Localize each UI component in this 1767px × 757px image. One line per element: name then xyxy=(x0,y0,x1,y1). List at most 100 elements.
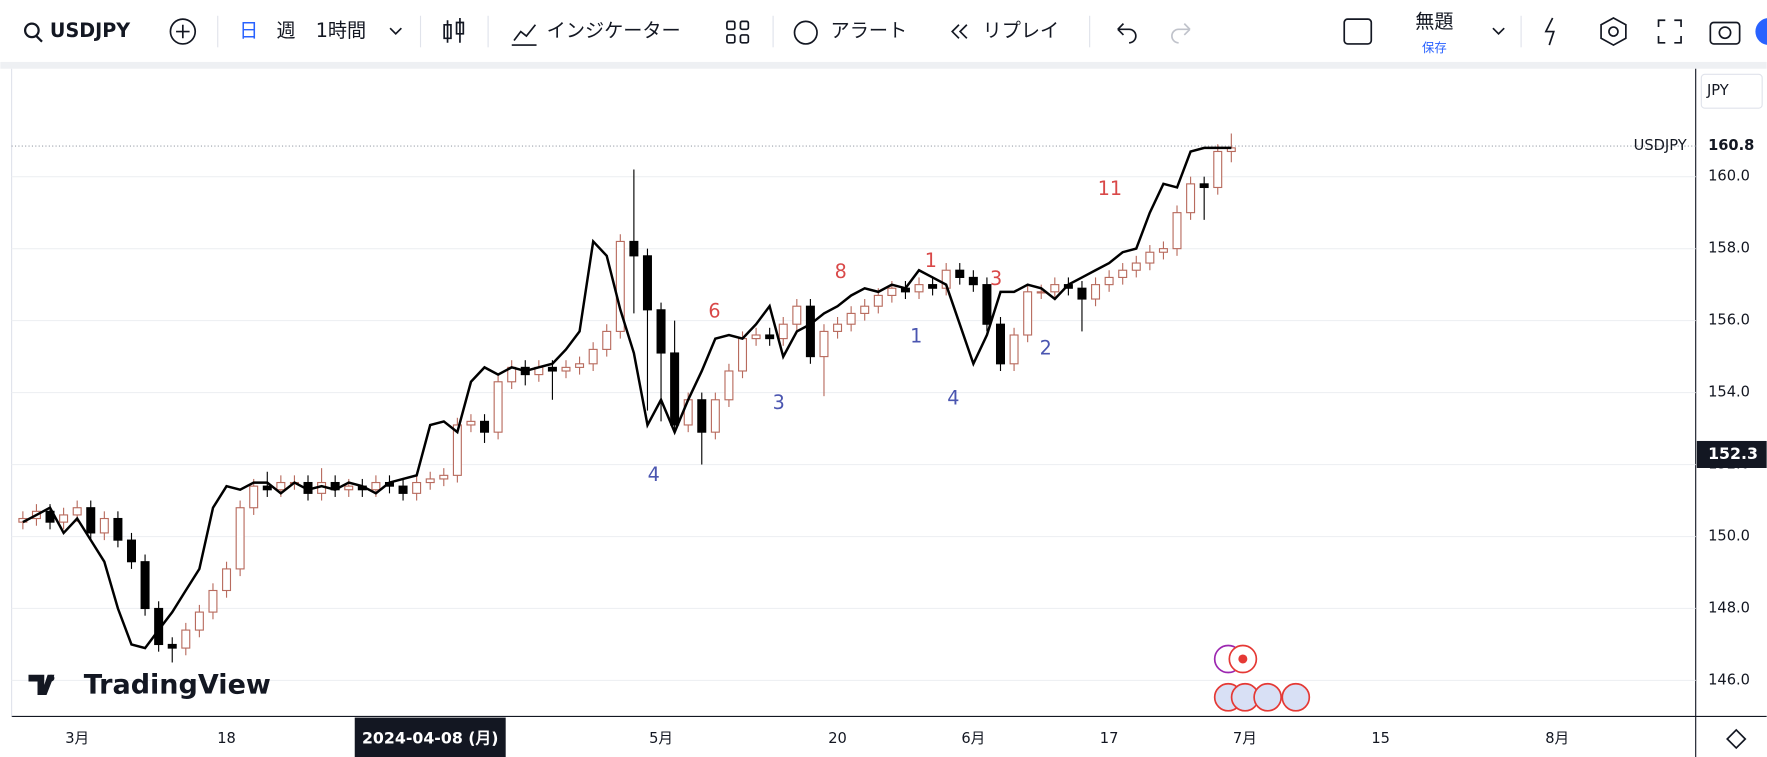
y-tick-label: 148.0 xyxy=(1708,599,1750,616)
candle-body xyxy=(493,381,503,433)
scale-settings[interactable] xyxy=(1726,728,1747,750)
candle-body xyxy=(249,485,259,509)
candle-body xyxy=(1077,287,1087,300)
candle-body xyxy=(1050,284,1060,293)
candle-body xyxy=(670,352,680,426)
indicators-button[interactable]: インジケーター xyxy=(547,19,681,42)
candle-body xyxy=(968,276,978,286)
search-icon[interactable] xyxy=(23,22,40,39)
candle-body xyxy=(1091,284,1101,300)
x-tick-label: 3月 xyxy=(65,730,89,747)
camera-lens xyxy=(1718,26,1732,40)
crosshair-x-badge xyxy=(354,717,506,757)
candle-body xyxy=(995,323,1006,365)
settings-button[interactable] xyxy=(1600,17,1627,47)
candle-body xyxy=(1213,150,1223,189)
layout-name[interactable]: 無題 xyxy=(1415,10,1453,33)
candle-body xyxy=(1199,183,1209,189)
logo-mark xyxy=(28,674,55,696)
alert-icon xyxy=(793,20,818,45)
candle-body xyxy=(262,485,272,491)
candle-body xyxy=(276,481,286,491)
y-tick-label: 150.0 xyxy=(1708,528,1750,545)
candle-body xyxy=(887,287,897,296)
candle-body xyxy=(439,474,449,480)
candle-body xyxy=(805,305,815,358)
candle-body xyxy=(126,539,136,563)
count-label: 4 xyxy=(947,386,959,409)
count-label: 1 xyxy=(910,324,922,347)
symbol-search[interactable]: USDJPY xyxy=(50,19,131,42)
save-label[interactable]: 保存 xyxy=(1422,40,1447,55)
undo-button[interactable] xyxy=(1117,23,1137,44)
x-tick-label: 6月 xyxy=(961,730,985,747)
candle-body xyxy=(615,240,625,332)
count-label: 11 xyxy=(1098,177,1122,200)
candle-body xyxy=(833,323,843,332)
candle-body xyxy=(697,399,707,433)
candle-body xyxy=(792,305,802,325)
quick-search[interactable] xyxy=(1544,17,1555,46)
fullscreen-button[interactable] xyxy=(1657,19,1682,44)
candle-body xyxy=(1104,276,1114,286)
logo: TradingView xyxy=(28,670,271,701)
candle-body xyxy=(642,255,652,311)
currency-button[interactable] xyxy=(1700,73,1763,109)
count-label: 6 xyxy=(708,300,720,323)
candle-body xyxy=(398,485,408,494)
search-icon-handle xyxy=(35,35,43,43)
y-tick-label: 160.0 xyxy=(1708,168,1750,185)
layout-button[interactable] xyxy=(1343,18,1373,45)
interval-week[interactable]: 週 xyxy=(276,19,295,42)
x-tick-label: 8月 xyxy=(1545,730,1569,747)
candle-body xyxy=(59,514,69,523)
candle-body xyxy=(561,366,571,372)
layout-dropdown[interactable] xyxy=(1492,27,1505,35)
toolbar-divider xyxy=(0,61,1767,69)
y-tick-label: 146.0 xyxy=(1708,671,1750,688)
redo-button[interactable] xyxy=(1171,23,1191,44)
event-icon[interactable] xyxy=(1253,682,1282,712)
event-icon[interactable] xyxy=(1281,682,1311,712)
candle-body xyxy=(371,481,381,491)
candle-body xyxy=(738,338,748,372)
x-tick-label: 20 xyxy=(828,730,847,747)
candle-body xyxy=(1172,212,1182,250)
candle-body xyxy=(480,420,490,433)
y-tick-label: 158.0 xyxy=(1708,240,1750,257)
candle-body xyxy=(656,309,666,354)
candle-body xyxy=(1131,262,1141,271)
x-tick-label: 18 xyxy=(217,730,236,747)
interval-day[interactable]: 日 xyxy=(239,19,258,42)
replay-button[interactable]: リプレイ xyxy=(983,19,1060,42)
crosshair-x-label: 2024-04-08 (月) xyxy=(362,728,499,747)
candle-body xyxy=(860,305,870,314)
chart-type-button[interactable] xyxy=(443,18,465,43)
x-tick-label: 5月 xyxy=(649,730,673,747)
profile-button[interactable] xyxy=(1755,18,1767,45)
candle-body xyxy=(710,399,720,433)
candle-body xyxy=(914,284,924,293)
templates-button[interactable] xyxy=(726,20,750,44)
currency[interactable]: JPY xyxy=(1706,82,1729,99)
event-icon-dot xyxy=(1238,654,1248,664)
candle-body xyxy=(955,269,965,278)
compare-button[interactable] xyxy=(169,18,197,45)
snapshot-button[interactable] xyxy=(1709,21,1741,45)
x-tick-label: 17 xyxy=(1100,730,1119,747)
candle-body xyxy=(99,517,109,534)
candle-body xyxy=(547,366,557,372)
candle-body xyxy=(222,568,232,592)
candle-body xyxy=(575,363,585,368)
candle-body xyxy=(425,478,435,484)
candle-body xyxy=(982,284,992,325)
interval-dropdown[interactable] xyxy=(389,27,402,35)
candle-body xyxy=(140,561,150,610)
candle-body xyxy=(167,643,177,649)
interval-hour[interactable]: 1時間 xyxy=(316,19,366,42)
count-label: 1 xyxy=(925,249,937,272)
alert-button[interactable]: アラート xyxy=(831,19,908,42)
plot xyxy=(18,133,1236,663)
candle-body xyxy=(208,589,218,613)
